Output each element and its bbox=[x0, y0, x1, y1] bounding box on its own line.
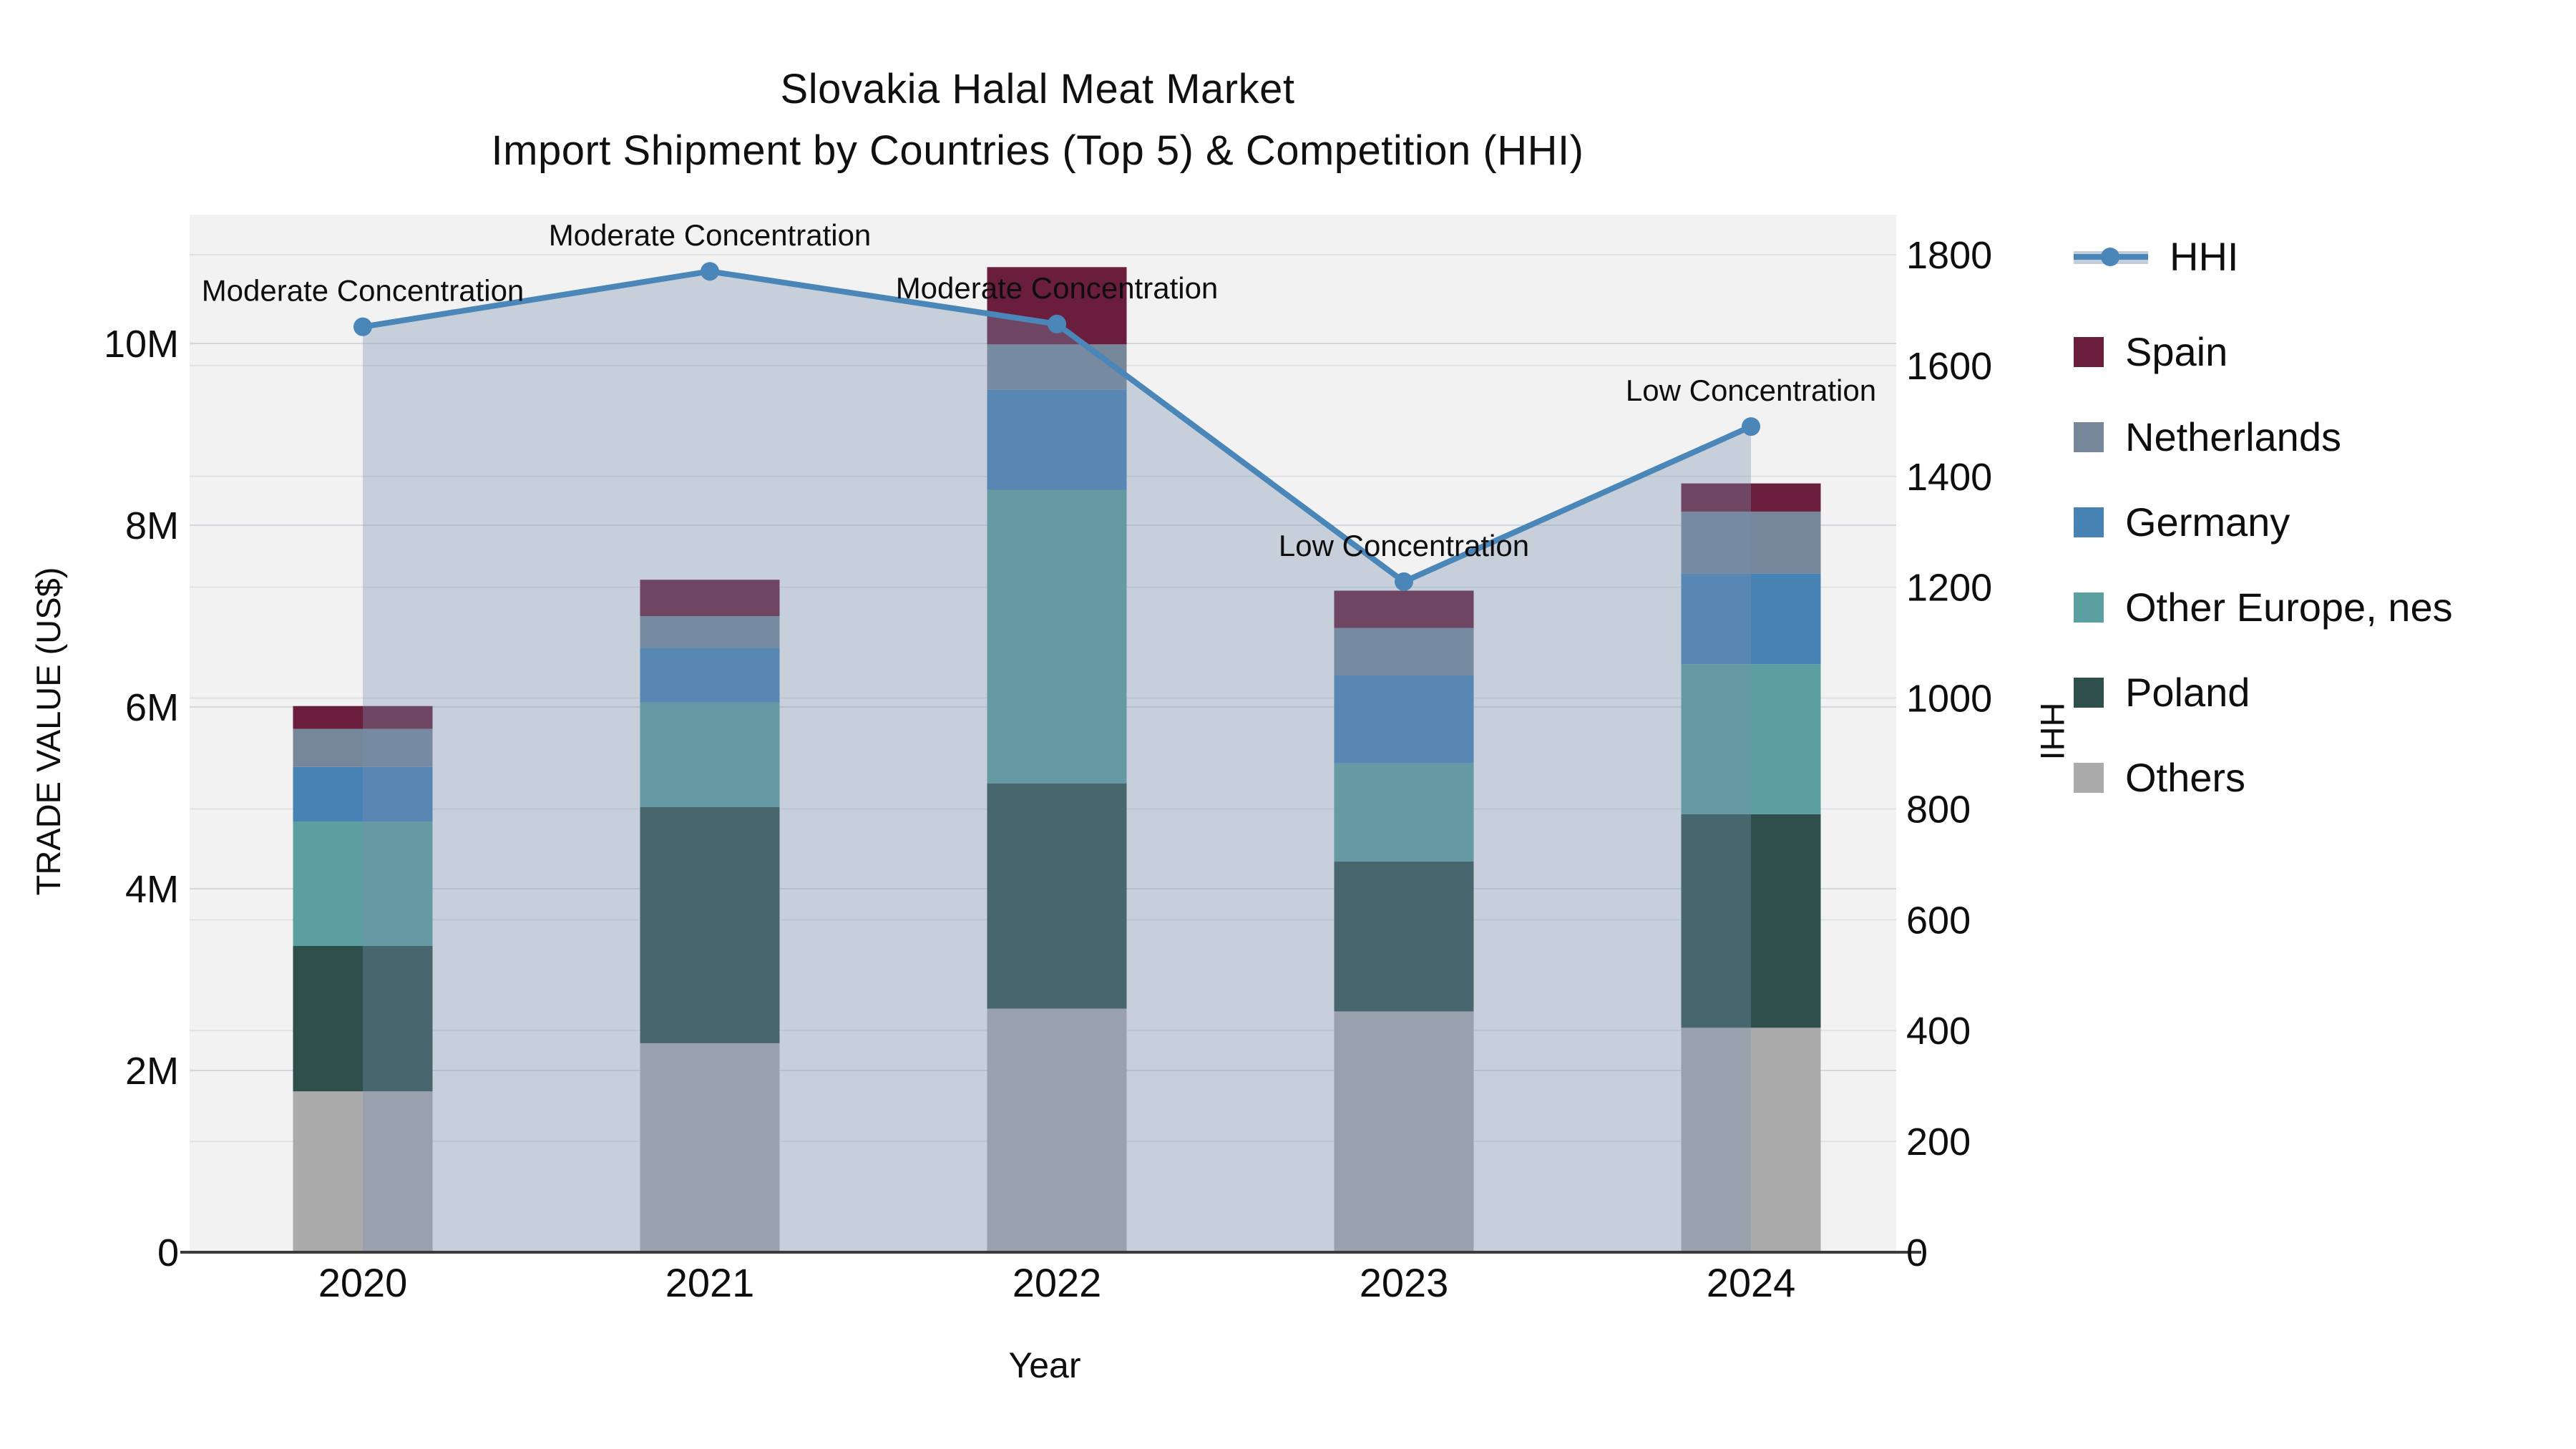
annotation-2022: Moderate Concentration bbox=[896, 271, 1219, 305]
x-axis-title: Year bbox=[1008, 1345, 1080, 1385]
bar-segment-netherlands-2020[interactable] bbox=[293, 728, 433, 767]
bar-segment-germany-2020[interactable] bbox=[293, 766, 433, 822]
left-tick-2M: 2M bbox=[125, 1050, 179, 1093]
bar-segment-poland-2021[interactable] bbox=[640, 806, 780, 1043]
bar-segment-other-europe-nes-2023[interactable] bbox=[1334, 763, 1474, 862]
bar-segment-spain-2024[interactable] bbox=[1681, 483, 1821, 512]
bar-segment-poland-2023[interactable] bbox=[1334, 861, 1474, 1012]
legend-swatch bbox=[2074, 421, 2104, 452]
right-tick-200: 200 bbox=[1906, 1121, 1971, 1163]
legend-label: Germany bbox=[2125, 499, 2290, 545]
legend-label: Netherlands bbox=[2125, 414, 2341, 459]
left-tick-4M: 4M bbox=[125, 868, 179, 911]
legend-item-spain[interactable]: Spain bbox=[2074, 328, 2453, 375]
bar-segment-other-europe-nes-2020[interactable] bbox=[293, 821, 433, 947]
legend-swatch bbox=[2074, 507, 2104, 537]
right-tick-1000: 1000 bbox=[1906, 678, 1992, 721]
bar-segment-poland-2020[interactable] bbox=[293, 946, 433, 1092]
bar-segment-germany-2021[interactable] bbox=[640, 648, 780, 703]
bar-segment-others-2021[interactable] bbox=[640, 1043, 780, 1252]
legend-item-netherlands[interactable]: Netherlands bbox=[2074, 414, 2453, 460]
legend-item-poland[interactable]: Poland bbox=[2074, 669, 2453, 716]
chart-title: Slovakia Halal Meat Market Import Shipme… bbox=[0, 59, 2075, 182]
bar-segment-others-2022[interactable] bbox=[987, 1008, 1127, 1252]
right-tick-1800: 1800 bbox=[1906, 234, 1992, 277]
legend-label: Other Europe, nes bbox=[2125, 585, 2453, 630]
legend: HHI Spain Netherlands Germany Other Europe, … bbox=[2074, 233, 2453, 801]
bar-segment-spain-2023[interactable] bbox=[1334, 590, 1474, 628]
bar-segment-other-europe-nes-2021[interactable] bbox=[640, 702, 780, 807]
left-axis-title: TRADE VALUE (US$) bbox=[29, 567, 67, 896]
bar-segment-others-2024[interactable] bbox=[1681, 1028, 1821, 1252]
legend-swatch bbox=[2074, 677, 2104, 708]
legend-label: HHI bbox=[2170, 234, 2239, 279]
hhi-line-swatch bbox=[2074, 242, 2148, 272]
right-tick-1400: 1400 bbox=[1906, 456, 1992, 499]
bar-segment-other-europe-nes-2022[interactable] bbox=[987, 489, 1127, 784]
annotation-2024: Low Concentration bbox=[1626, 374, 1876, 407]
legend-item-others[interactable]: Others bbox=[2074, 754, 2453, 801]
bar-segment-germany-2022[interactable] bbox=[987, 389, 1127, 490]
chart-title-line2: Import Shipment by Countries (Top 5) & C… bbox=[491, 127, 1584, 174]
left-tick-8M: 8M bbox=[125, 504, 179, 547]
bar-segment-netherlands-2022[interactable] bbox=[987, 344, 1127, 390]
x-tick-2021: 2021 bbox=[665, 1260, 755, 1305]
right-tick-1200: 1200 bbox=[1906, 567, 1992, 610]
legend-item-other-europe-nes[interactable]: Other Europe, nes bbox=[2074, 584, 2453, 630]
legend-item-hhi[interactable]: HHI bbox=[2074, 233, 2453, 280]
legend-swatch bbox=[2074, 762, 2104, 793]
left-tick-6M: 6M bbox=[125, 686, 179, 729]
legend-label: Spain bbox=[2125, 329, 2228, 374]
right-tick-600: 600 bbox=[1906, 899, 1971, 942]
bar-segment-spain-2021[interactable] bbox=[640, 580, 780, 616]
legend-swatch bbox=[2074, 592, 2104, 623]
right-tick-400: 400 bbox=[1906, 1010, 1971, 1053]
chart-title-line1: Slovakia Halal Meat Market bbox=[780, 66, 1295, 112]
bar-segment-netherlands-2021[interactable] bbox=[640, 616, 780, 648]
bar-segment-spain-2020[interactable] bbox=[293, 706, 433, 729]
hhi-point-2021[interactable] bbox=[701, 262, 719, 281]
bar-segment-others-2023[interactable] bbox=[1334, 1011, 1474, 1252]
right-axis-title: HHI bbox=[2034, 703, 2072, 761]
annotation-2023: Low Concentration bbox=[1279, 529, 1529, 562]
x-tick-2024: 2024 bbox=[1707, 1260, 1796, 1305]
bar-segment-other-europe-nes-2024[interactable] bbox=[1681, 664, 1821, 814]
annotation-2020: Moderate Concentration bbox=[202, 274, 525, 308]
legend-swatch bbox=[2074, 336, 2104, 367]
hhi-point-2022[interactable] bbox=[1048, 314, 1066, 333]
x-tick-2020: 2020 bbox=[318, 1260, 408, 1305]
left-tick-10M: 10M bbox=[104, 323, 179, 366]
bar-segment-others-2020[interactable] bbox=[293, 1091, 433, 1252]
x-tick-2023: 2023 bbox=[1360, 1260, 1449, 1305]
bar-segment-poland-2024[interactable] bbox=[1681, 814, 1821, 1028]
x-tick-2022: 2022 bbox=[1013, 1260, 1102, 1305]
hhi-point-2020[interactable] bbox=[353, 317, 372, 336]
hhi-area-fill bbox=[363, 271, 1751, 1252]
legend-item-germany[interactable]: Germany bbox=[2074, 499, 2453, 545]
right-tick-1600: 1600 bbox=[1906, 345, 1992, 388]
legend-label: Others bbox=[2125, 755, 2246, 800]
left-tick-0: 0 bbox=[157, 1231, 179, 1274]
right-tick-0: 0 bbox=[1906, 1231, 1928, 1274]
hhi-point-2024[interactable] bbox=[1742, 417, 1760, 436]
annotation-2021: Moderate Concentration bbox=[549, 218, 872, 252]
legend-label: Poland bbox=[2125, 670, 2250, 715]
bar-segment-germany-2023[interactable] bbox=[1334, 675, 1474, 763]
right-tick-800: 800 bbox=[1906, 788, 1971, 831]
bar-segment-germany-2024[interactable] bbox=[1681, 573, 1821, 665]
hhi-point-2023[interactable] bbox=[1395, 572, 1413, 591]
bar-segment-netherlands-2024[interactable] bbox=[1681, 511, 1821, 574]
bar-segment-poland-2022[interactable] bbox=[987, 783, 1127, 1009]
bar-segment-netherlands-2023[interactable] bbox=[1334, 628, 1474, 675]
